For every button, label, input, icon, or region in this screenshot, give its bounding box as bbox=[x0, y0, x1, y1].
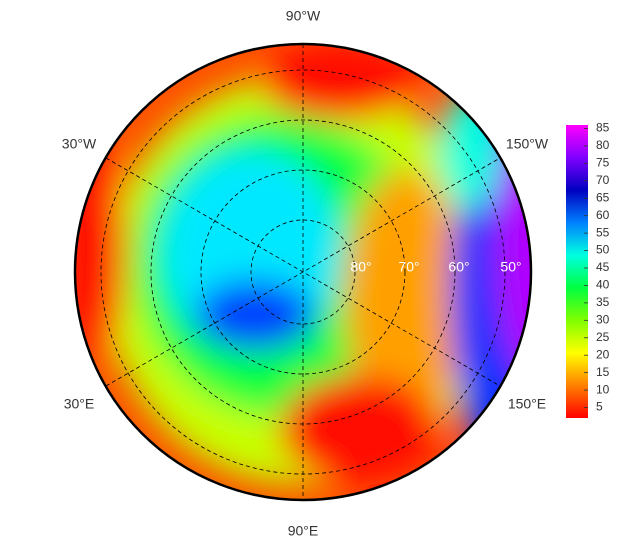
colorbar-tick-label: 25 bbox=[596, 330, 610, 344]
lon-label: 30°E bbox=[64, 396, 95, 412]
lon-label: 150°W bbox=[506, 136, 549, 152]
colorbar-tick-label: 55 bbox=[596, 225, 610, 239]
lat-label: 60° bbox=[448, 259, 469, 275]
map-border bbox=[73, 42, 533, 502]
colorbar-tick-label: 80 bbox=[596, 138, 610, 152]
colorbar-tick-label: 85 bbox=[596, 121, 610, 135]
colorbar-tick-label: 10 bbox=[596, 382, 610, 396]
colorbar-tick-label: 65 bbox=[596, 190, 610, 204]
colorbar bbox=[566, 125, 588, 418]
colorbar-tick-label: 70 bbox=[596, 173, 610, 187]
lon-label: 90°W bbox=[286, 8, 321, 24]
colorbar-tick-label: 75 bbox=[596, 156, 610, 170]
colorbar-tick-label: 20 bbox=[596, 347, 610, 361]
lat-label: 70° bbox=[398, 259, 419, 275]
colorbar-tick-label: 45 bbox=[596, 260, 610, 274]
colorbar-tick-label: 35 bbox=[596, 295, 610, 309]
data-field bbox=[75, 44, 531, 500]
colorbar-tick-label: 5 bbox=[596, 400, 603, 414]
colorbar-tick-label: 40 bbox=[596, 278, 610, 292]
lat-label: 50° bbox=[500, 259, 521, 275]
lat-label: 80° bbox=[350, 259, 371, 275]
colorbar-tick-label: 50 bbox=[596, 243, 610, 257]
lon-label: 90°E bbox=[288, 523, 319, 539]
lon-label: 150°E bbox=[508, 396, 546, 412]
colorbar-tick-label: 60 bbox=[596, 208, 610, 222]
colorbar-tick-label: 15 bbox=[596, 365, 610, 379]
lon-label: 30°W bbox=[62, 136, 97, 152]
colorbar-tick-label: 30 bbox=[596, 313, 610, 327]
